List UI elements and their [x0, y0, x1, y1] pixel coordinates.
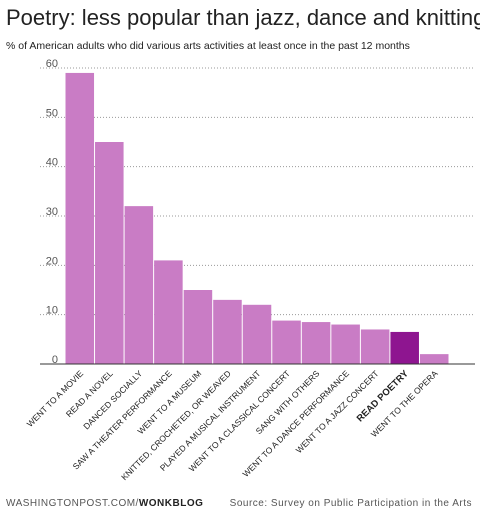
footer-blog: WONKBLOG [139, 498, 204, 509]
bar [331, 324, 360, 364]
bar [242, 304, 272, 364]
footer-site: WASHINGTONPOST.COM/WONKBLOG [6, 498, 203, 509]
y-tick-label: 40 [46, 157, 58, 169]
bar [390, 331, 419, 364]
y-tick-label: 10 [46, 305, 58, 317]
bar [360, 329, 390, 364]
bar [213, 299, 242, 364]
y-tick-label: 50 [46, 107, 58, 119]
footer-source: Source: Survey on Public Participation i… [230, 498, 472, 509]
bar [124, 206, 154, 364]
chart-title: Poetry: less popular than jazz, dance an… [6, 5, 480, 30]
bar [419, 354, 449, 364]
bar [65, 72, 95, 364]
y-tick-label: 60 [46, 58, 58, 70]
y-tick-label: 20 [46, 255, 58, 267]
bar [301, 322, 331, 364]
chart-subtitle: % of American adults who did various art… [6, 40, 410, 52]
x-tick-label: KNITTED, CROCHETED, OR WEAVED [119, 368, 233, 482]
x-tick-label: READ POETRY [355, 368, 412, 425]
footer-site-text: WASHINGTONPOST.COM/ [6, 498, 139, 509]
bar [183, 290, 213, 364]
bar [272, 320, 301, 364]
bar [154, 260, 183, 364]
bar [95, 142, 124, 364]
y-tick-label: 0 [52, 354, 58, 366]
x-tick-label: WENT TO A DANCE PERFORMANCE [240, 368, 351, 479]
y-tick-label: 30 [46, 206, 58, 218]
